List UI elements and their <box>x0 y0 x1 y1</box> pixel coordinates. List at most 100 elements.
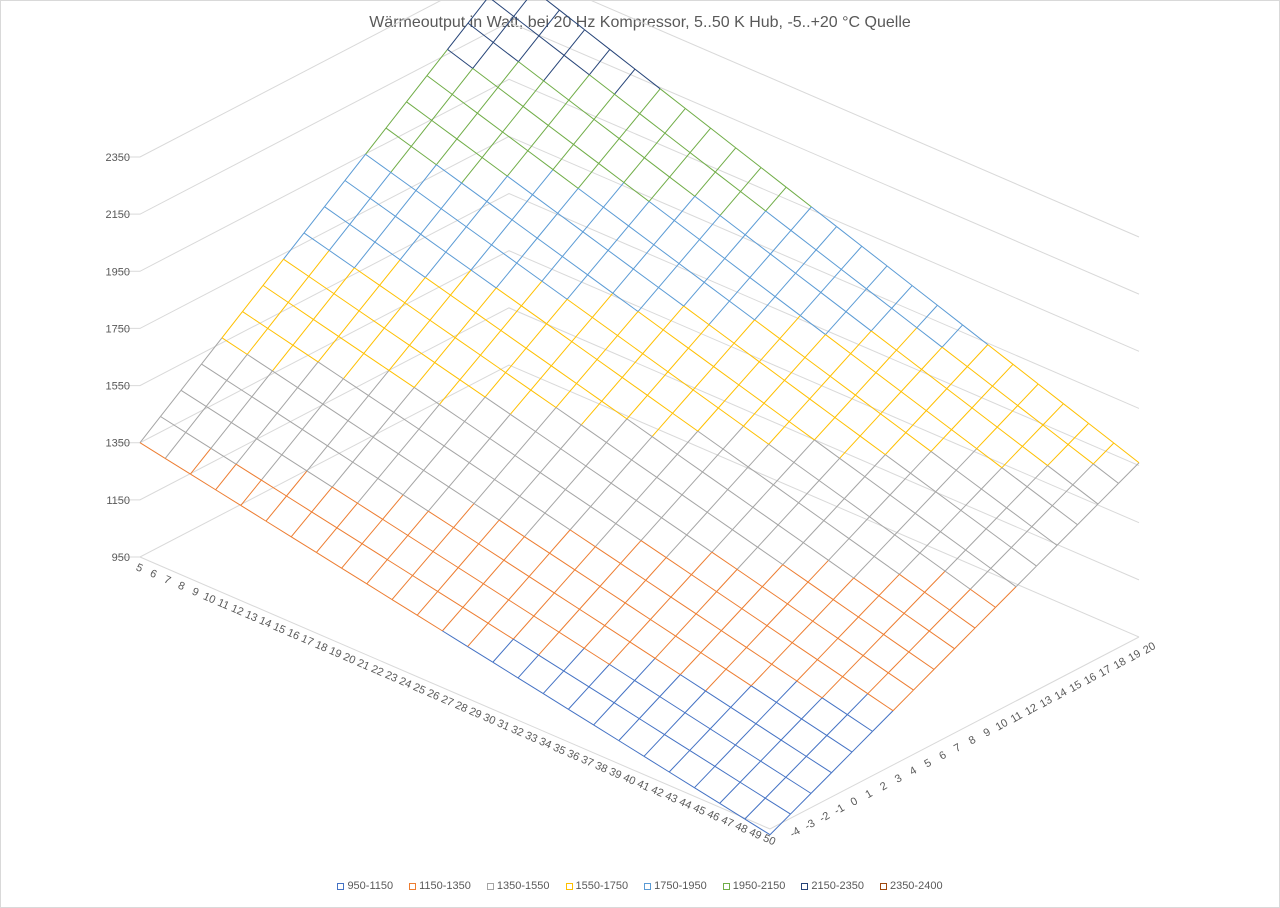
mesh-line <box>593 724 620 742</box>
source-tick-label: 14 <box>1053 686 1070 703</box>
mesh-line <box>580 400 603 426</box>
mesh-line <box>579 586 601 610</box>
mesh-line <box>301 403 324 430</box>
mesh-line <box>461 182 488 202</box>
mesh-line <box>601 377 623 402</box>
mesh-line <box>568 99 595 120</box>
mesh-line <box>765 186 787 212</box>
mesh-line <box>933 648 955 670</box>
mesh-line <box>439 404 465 422</box>
mesh-line <box>891 307 918 329</box>
mesh-line <box>729 300 755 321</box>
mesh-line <box>331 461 354 488</box>
source-tick-label: -4 <box>788 825 802 840</box>
z-tick-label: 2150 <box>106 209 130 221</box>
mesh-line <box>500 330 527 349</box>
mesh-line <box>429 294 451 321</box>
mesh-line <box>632 244 655 270</box>
mesh-line <box>347 420 374 438</box>
mesh-line <box>990 547 1012 569</box>
mesh-line <box>568 686 590 710</box>
mesh-line <box>366 559 388 585</box>
mesh-line <box>640 517 662 541</box>
mesh-line <box>651 436 678 455</box>
mesh-line <box>760 167 787 188</box>
source-tick-label: -1 <box>832 802 846 817</box>
hub-tick-label: 29 <box>467 705 483 721</box>
hub-tick-label: 48 <box>733 820 749 836</box>
mesh-line <box>606 418 628 443</box>
legend-label: 1750-1950 <box>654 880 707 892</box>
mesh-line <box>668 750 691 773</box>
mesh-line <box>498 495 521 521</box>
source-tick-label: 16 <box>1082 671 1099 688</box>
mesh-line <box>739 760 761 783</box>
mesh-line <box>311 486 333 513</box>
mesh-line <box>607 225 629 251</box>
mesh-line <box>823 498 845 521</box>
mesh-line <box>900 369 922 392</box>
mesh-line <box>818 480 845 500</box>
mesh-line <box>437 590 464 608</box>
mesh-line <box>867 672 889 695</box>
mesh-line <box>563 29 585 56</box>
mesh-line <box>746 625 768 648</box>
mesh-line <box>412 551 434 576</box>
legend-item: 2350-2400 <box>879 880 943 892</box>
mesh-line <box>664 108 686 134</box>
mesh-line <box>475 312 502 331</box>
mesh-line <box>555 407 582 426</box>
mesh-line <box>492 41 519 63</box>
mesh-line <box>862 634 884 656</box>
z-axis-labels: 2350 2150 1950 1750 1550 1350 1150 950 <box>106 152 130 564</box>
mesh-line <box>324 206 350 225</box>
mesh-line <box>643 755 670 773</box>
mesh-line <box>607 249 634 270</box>
mesh-line <box>719 191 741 216</box>
mesh-line <box>399 233 421 261</box>
mesh-line <box>935 469 957 493</box>
mesh-line <box>445 251 472 271</box>
mesh-line <box>809 375 831 400</box>
mesh-line <box>916 304 938 329</box>
mesh-line <box>647 394 673 414</box>
z-gridlines <box>115 0 1140 830</box>
mesh-line <box>560 424 582 450</box>
mesh-line <box>779 338 806 358</box>
hub-tick-label: 40 <box>621 772 637 788</box>
mesh-line <box>139 416 161 444</box>
mesh-line <box>598 163 625 183</box>
hub-tick-label: 15 <box>271 621 287 637</box>
mesh-line <box>777 502 799 526</box>
mesh-line <box>267 302 289 329</box>
mesh-line <box>587 274 614 294</box>
mesh-line <box>606 442 632 461</box>
legend-label: 1350-1550 <box>496 880 550 892</box>
mesh-line <box>965 549 992 569</box>
mesh-line <box>550 341 573 367</box>
mesh-line <box>447 22 469 50</box>
mesh-line <box>1031 526 1058 546</box>
mesh-line <box>1113 442 1140 464</box>
mesh-line <box>286 470 308 497</box>
mesh-line <box>226 379 253 398</box>
mesh-line <box>338 336 365 354</box>
mesh-line <box>1042 403 1064 426</box>
mesh-line <box>820 269 842 293</box>
mesh-line <box>650 596 672 620</box>
mesh-line <box>730 685 752 708</box>
mesh-line <box>544 489 566 514</box>
mesh-line <box>727 466 749 490</box>
mesh-line <box>436 138 458 166</box>
mesh-line <box>872 710 894 732</box>
hub-tick-label: 46 <box>705 808 721 824</box>
mesh-line <box>210 422 232 449</box>
mesh-line <box>1067 444 1094 465</box>
mesh-line <box>516 262 543 282</box>
mesh-line <box>713 342 735 367</box>
mesh-line <box>524 536 550 554</box>
mesh-line <box>910 451 932 474</box>
mesh-line <box>390 146 412 173</box>
mesh-line <box>613 680 635 704</box>
mesh-line <box>639 113 666 134</box>
